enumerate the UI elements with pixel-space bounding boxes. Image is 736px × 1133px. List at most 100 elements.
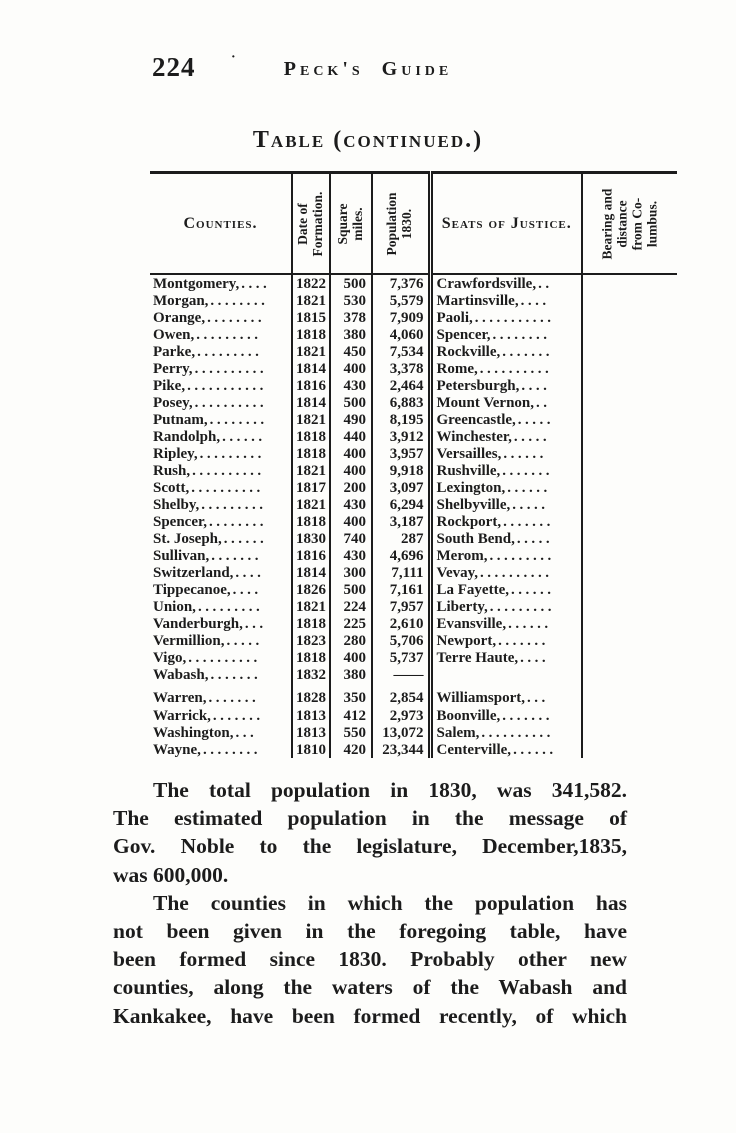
square-miles-cell: 400 bbox=[330, 649, 373, 666]
square-miles-cell: 430 bbox=[330, 496, 373, 513]
population-cell: 7,111 bbox=[391, 564, 424, 581]
table-row: Ripley,......... 1818 400 3,957 Versaill… bbox=[150, 445, 677, 462]
bearing-cell bbox=[582, 683, 677, 707]
population-cell: 13,072 bbox=[382, 724, 424, 741]
table-row: Randolph,...... 1818 440 3,912 Wincheste… bbox=[150, 428, 677, 445]
date-of-formation-cell: 1818 bbox=[292, 326, 331, 343]
bearing-cell bbox=[582, 666, 677, 683]
rotated-header-text: Date of Formation. bbox=[295, 191, 325, 256]
bearing-cell bbox=[582, 292, 677, 309]
population-cell: 2,854 bbox=[389, 690, 424, 706]
date-of-formation-cell: 1821 bbox=[292, 462, 331, 479]
seat-of-justice-cell: Centerville,...... bbox=[427, 741, 583, 758]
bearing-cell bbox=[582, 479, 677, 496]
bearing-cell bbox=[582, 274, 677, 292]
seat-of-justice-cell: Greencastle,..... bbox=[427, 411, 583, 428]
square-miles-cell: 430 bbox=[330, 547, 373, 564]
table-row: Perry,.......... 1814 400 3,378 Rome,...… bbox=[150, 360, 677, 377]
text-line: The estimated population in the message … bbox=[113, 806, 627, 831]
population-cell: 7,957 bbox=[389, 598, 424, 615]
date-of-formation-cell: 1826 bbox=[292, 581, 331, 598]
seat-of-justice-cell: La Fayette,...... bbox=[427, 581, 583, 598]
table-row: Posey,.......... 1814 500 6,883 Mount Ve… bbox=[150, 394, 677, 411]
square-miles-cell: 400 bbox=[330, 513, 373, 530]
population-cell: 4,696 bbox=[389, 547, 424, 564]
county-cell: Warrick,....... bbox=[150, 707, 293, 724]
date-of-formation-cell: 1822 bbox=[292, 274, 331, 292]
county-cell: Morgan,........ bbox=[150, 292, 293, 309]
table-row: Sullivan,....... 1816 430 4,696 Merom,..… bbox=[150, 547, 677, 564]
header-population-1830: Population 1830. bbox=[372, 172, 430, 275]
population-cell: 7,909 bbox=[389, 309, 424, 326]
county-cell: Putnam,........ bbox=[150, 411, 293, 428]
bearing-cell bbox=[582, 377, 677, 394]
square-miles-cell: 440 bbox=[330, 428, 373, 445]
population-cell: 7,376 bbox=[389, 275, 424, 292]
header-bearing-distance: Bearing and distance from Co- lumbus. bbox=[582, 172, 677, 275]
table-row: Union,......... 1821 224 7,957 Liberty,.… bbox=[150, 598, 677, 615]
text-line: been formed since 1830. Probably other n… bbox=[113, 947, 627, 972]
bearing-cell bbox=[582, 598, 677, 615]
county-cell: Owen,......... bbox=[150, 326, 293, 343]
page-number: 224 bbox=[152, 52, 196, 82]
seat-of-justice-cell: South Bend,..... bbox=[427, 530, 583, 547]
date-of-formation-cell: 1821 bbox=[292, 292, 331, 309]
square-miles-cell: 380 bbox=[330, 666, 373, 683]
county-cell: Warren,....... bbox=[150, 683, 293, 707]
population-cell: 2,973 bbox=[389, 707, 424, 724]
county-cell: Wayne,........ bbox=[150, 741, 293, 758]
bearing-cell bbox=[582, 632, 677, 649]
seat-of-justice-cell: Terre Haute,.... bbox=[427, 649, 583, 666]
county-cell: Ripley,......... bbox=[150, 445, 293, 462]
table-row: Morgan,........ 1821 530 5,579 Martinsvi… bbox=[150, 292, 677, 309]
date-of-formation-cell: 1817 bbox=[292, 479, 331, 496]
county-cell: Posey,.......... bbox=[150, 394, 293, 411]
date-of-formation-cell: 1814 bbox=[292, 394, 331, 411]
date-of-formation-cell: 1816 bbox=[292, 377, 331, 394]
seat-of-justice-cell: Rockport,....... bbox=[427, 513, 583, 530]
population-cell: 6,883 bbox=[389, 394, 424, 411]
population-cell: 8,195 bbox=[389, 411, 424, 428]
seat-of-justice-cell: Spencer,........ bbox=[427, 326, 583, 343]
date-of-formation-cell: 1810 bbox=[292, 741, 331, 758]
bearing-cell bbox=[582, 462, 677, 479]
table-row: Orange,........ 1815 378 7,909 Paoli,...… bbox=[150, 309, 677, 326]
table-row: Wabash,....... 1832 380 —— bbox=[150, 666, 677, 683]
date-of-formation-cell: 1818 bbox=[292, 649, 331, 666]
text-line: Kankakee, have been formed recently, of … bbox=[113, 1003, 627, 1028]
seat-of-justice-cell: Lexington,...... bbox=[427, 479, 583, 496]
population-cell: 3,378 bbox=[389, 360, 424, 377]
date-of-formation-cell: 1814 bbox=[292, 360, 331, 377]
county-cell: Orange,........ bbox=[150, 309, 293, 326]
rotated-header-text: Population 1830. bbox=[384, 191, 415, 256]
table-row: Warrick,....... 1813 412 2,973 Boonville… bbox=[150, 707, 677, 724]
table-row: Putnam,........ 1821 490 8,195 Greencast… bbox=[150, 411, 677, 428]
square-miles-cell: 225 bbox=[330, 615, 373, 632]
square-miles-cell: 420 bbox=[330, 741, 373, 758]
text-line: was 600,000. bbox=[113, 862, 229, 887]
table-row: Switzerland,.... 1814 300 7,111 Vevay,..… bbox=[150, 564, 677, 581]
square-miles-cell: 740 bbox=[330, 530, 373, 547]
bearing-cell bbox=[582, 649, 677, 666]
date-of-formation-cell: 1823 bbox=[292, 632, 331, 649]
county-cell: Scott,.......... bbox=[150, 479, 293, 496]
text-line: not been given in the foregoing table, h… bbox=[113, 919, 627, 944]
square-miles-cell: 300 bbox=[330, 564, 373, 581]
table-row: Pike,........... 1816 430 2,464 Petersbu… bbox=[150, 377, 677, 394]
population-cell: 2,464 bbox=[389, 377, 424, 394]
county-cell: Vigo,.......... bbox=[150, 649, 293, 666]
county-cell: Montgomery,.... bbox=[150, 274, 293, 292]
seat-of-justice-cell: Rockville,....... bbox=[427, 343, 583, 360]
table-row: Vermillion,..... 1823 280 5,706 Newport,… bbox=[150, 632, 677, 649]
population-cell: 7,161 bbox=[389, 581, 424, 598]
square-miles-cell: 500 bbox=[330, 274, 373, 292]
table-row: Scott,.......... 1817 200 3,097 Lexingto… bbox=[150, 479, 677, 496]
table-row: Vanderburgh,... 1818 225 2,610 Evansvill… bbox=[150, 615, 677, 632]
bearing-cell bbox=[582, 496, 677, 513]
text-line: Gov. Noble to the legislature, December,… bbox=[113, 834, 627, 859]
header-square-miles: Square miles. bbox=[330, 172, 373, 275]
date-of-formation-cell: 1813 bbox=[292, 724, 331, 741]
header-counties: Counties. bbox=[150, 172, 293, 275]
population-cell: 2,610 bbox=[389, 615, 424, 632]
